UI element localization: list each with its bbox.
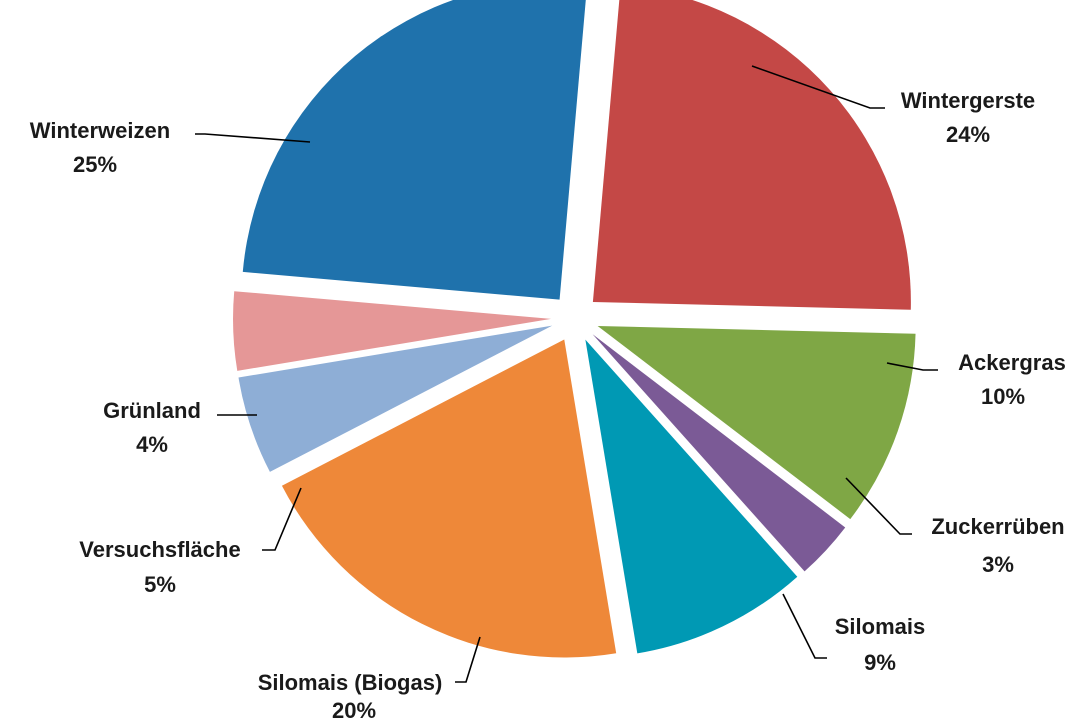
pie-slice-silomais [585, 339, 798, 654]
leader-line-versuchsflaeche [262, 487, 302, 551]
leader-line-silomais-biogas [455, 636, 481, 683]
leader-lines [195, 65, 938, 683]
slice-value-silomais-biogas: 20% [332, 698, 376, 722]
slice-label-versuchsflaeche: Versuchsfläche [79, 537, 240, 562]
leader-line-zuckerrueben [845, 477, 912, 535]
pie-slice-silomais-biogas [281, 339, 617, 658]
slice-label-silomais: Silomais [835, 614, 925, 639]
slice-value-gruenland: 4% [136, 432, 168, 457]
slice-value-winterweizen: 25% [73, 152, 117, 177]
pie-slice-wintergerste [592, 0, 911, 310]
pie-slice-winterweizen [242, 0, 586, 300]
leader-line-silomais [782, 593, 827, 659]
leader-line-wintergerste [751, 65, 885, 109]
slice-label-winterweizen: Winterweizen [30, 118, 170, 143]
slice-value-silomais: 9% [864, 650, 896, 675]
slice-value-wintergerste: 24% [946, 122, 990, 147]
slice-label-silomais-biogas: Silomais (Biogas) [258, 670, 443, 695]
slice-labels: Wintergerste 24% Ackergras 10% Zuckerrüben 3%… [30, 88, 1066, 722]
slice-value-versuchsflaeche: 5% [144, 572, 176, 597]
slice-value-ackergras: 10% [981, 384, 1025, 409]
slice-value-zuckerrueben: 3% [982, 552, 1014, 577]
slice-label-ackergras: Ackergras [958, 350, 1066, 375]
pie-slices [233, 0, 916, 658]
leader-line-winterweizen [195, 133, 311, 143]
slice-label-wintergerste: Wintergerste [901, 88, 1035, 113]
pie-slice-ackergras [597, 325, 916, 520]
pie-slice-gruenland [233, 291, 552, 371]
pie-slice-versuchsflaeche [238, 325, 553, 472]
slice-label-gruenland: Grünland [103, 398, 201, 423]
leader-line-ackergras [886, 362, 938, 371]
pie-slice-zuckerrueben [592, 334, 846, 572]
slice-label-zuckerrueben: Zuckerrüben [931, 514, 1064, 539]
